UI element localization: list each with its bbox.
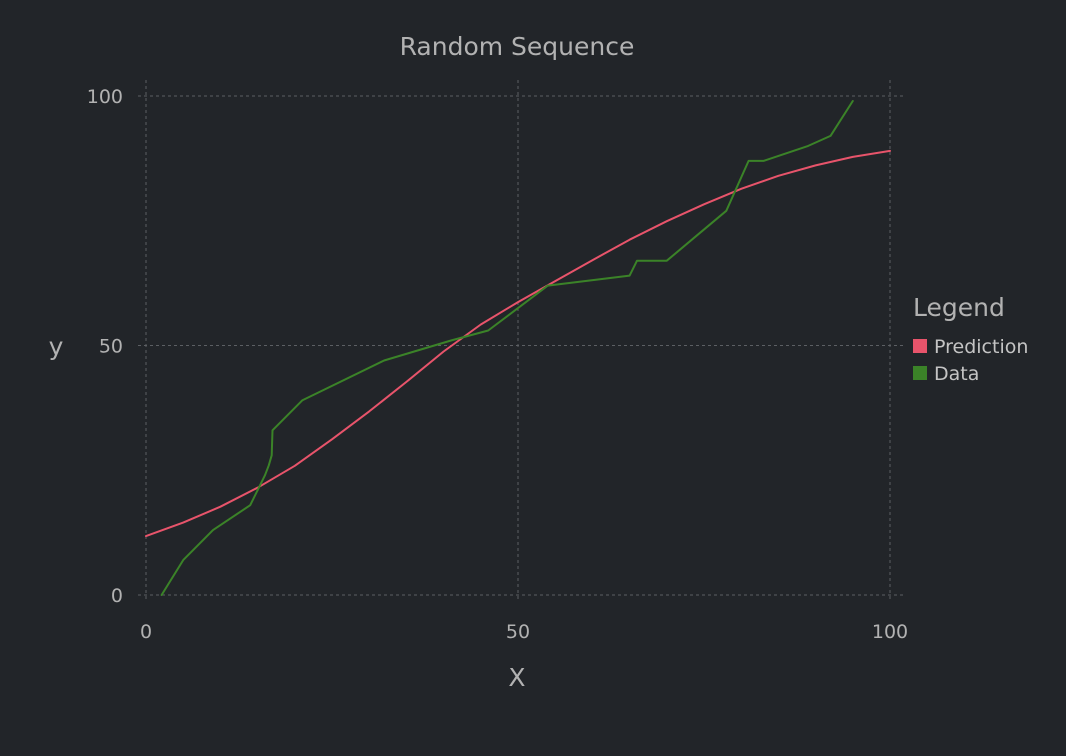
legend-items: Prediction Data: [913, 336, 1028, 385]
grid-layer: [138, 80, 906, 602]
legend: Legend Prediction Data: [913, 293, 1028, 385]
y-tick-label: 100: [87, 86, 123, 108]
series-line-data: [160, 100, 854, 596]
legend-swatch-prediction: [913, 339, 927, 353]
legend-swatch-data: [913, 366, 927, 380]
series-line-prediction: [145, 149, 891, 538]
y-axis-label: y: [49, 332, 64, 361]
x-axis-label: X: [508, 663, 525, 692]
x-tick-label: 50: [506, 621, 530, 643]
legend-label-prediction: Prediction: [934, 336, 1028, 358]
legend-title: Legend: [913, 293, 1005, 322]
x-tick-label: 100: [872, 621, 908, 643]
tick-layer: 0 50 100 0 50 100: [87, 86, 908, 643]
y-tick-label: 0: [111, 585, 123, 607]
y-tick-label: 50: [99, 336, 123, 358]
legend-label-data: Data: [934, 363, 979, 385]
series-layer: [145, 100, 891, 596]
x-tick-label: 0: [140, 621, 152, 643]
chart-title: Random Sequence: [400, 32, 635, 61]
